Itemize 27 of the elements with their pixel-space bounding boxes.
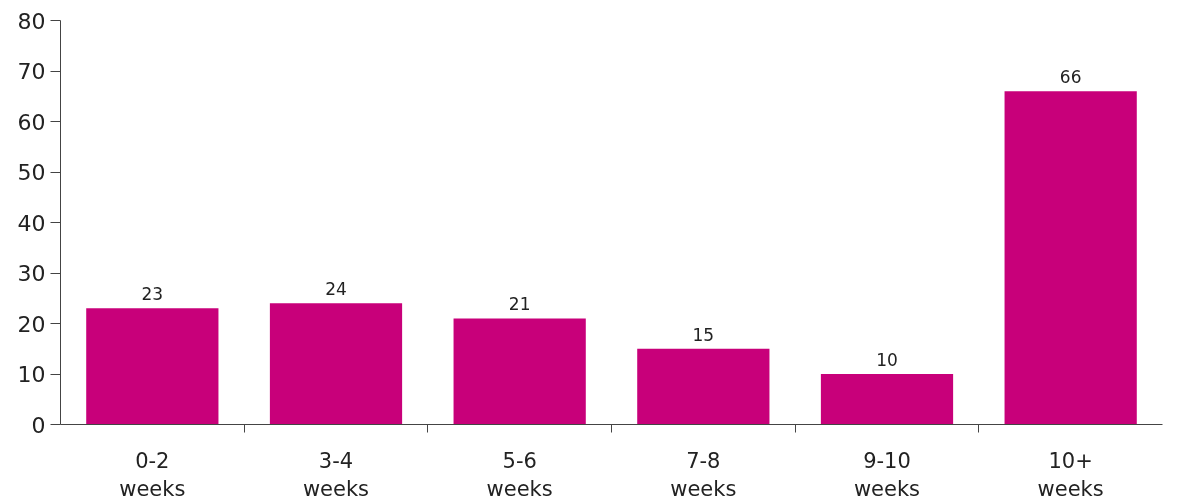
data-label: 15 (692, 324, 715, 345)
bar (269, 303, 403, 425)
data-label: 66 (1059, 67, 1082, 88)
x-tick-label: 10+ weeks (1037, 448, 1104, 502)
data-label: 10 (876, 350, 898, 370)
x-tick-label: 9-10 weeks (853, 448, 921, 502)
y-tick-label: 80 (17, 8, 46, 34)
x-tick-label: 3-4 weeks (302, 448, 370, 502)
y-tick-label: 0 (31, 412, 46, 438)
y-tick-label: 60 (17, 109, 46, 135)
data-label: 24 (325, 279, 347, 300)
bar (1004, 91, 1137, 425)
y-tick-label: 50 (17, 160, 46, 185)
x-tick-label: 0-2 weeks (119, 448, 186, 502)
y-tick-label: 70 (17, 59, 46, 84)
bar (86, 308, 219, 425)
y-tick-label: 40 (17, 210, 46, 236)
data-label: 23 (141, 284, 164, 305)
y-tick-label: 10 (17, 362, 46, 387)
data-label: 21 (508, 294, 531, 315)
bar (453, 318, 586, 425)
y-tick-label: 20 (17, 311, 46, 337)
x-tick-label: 7-8 weeks (670, 448, 737, 502)
y-tick-label: 30 (17, 261, 46, 286)
bar (820, 374, 954, 425)
x-tick-label: 5-6 weeks (486, 448, 553, 502)
bar (637, 348, 770, 425)
